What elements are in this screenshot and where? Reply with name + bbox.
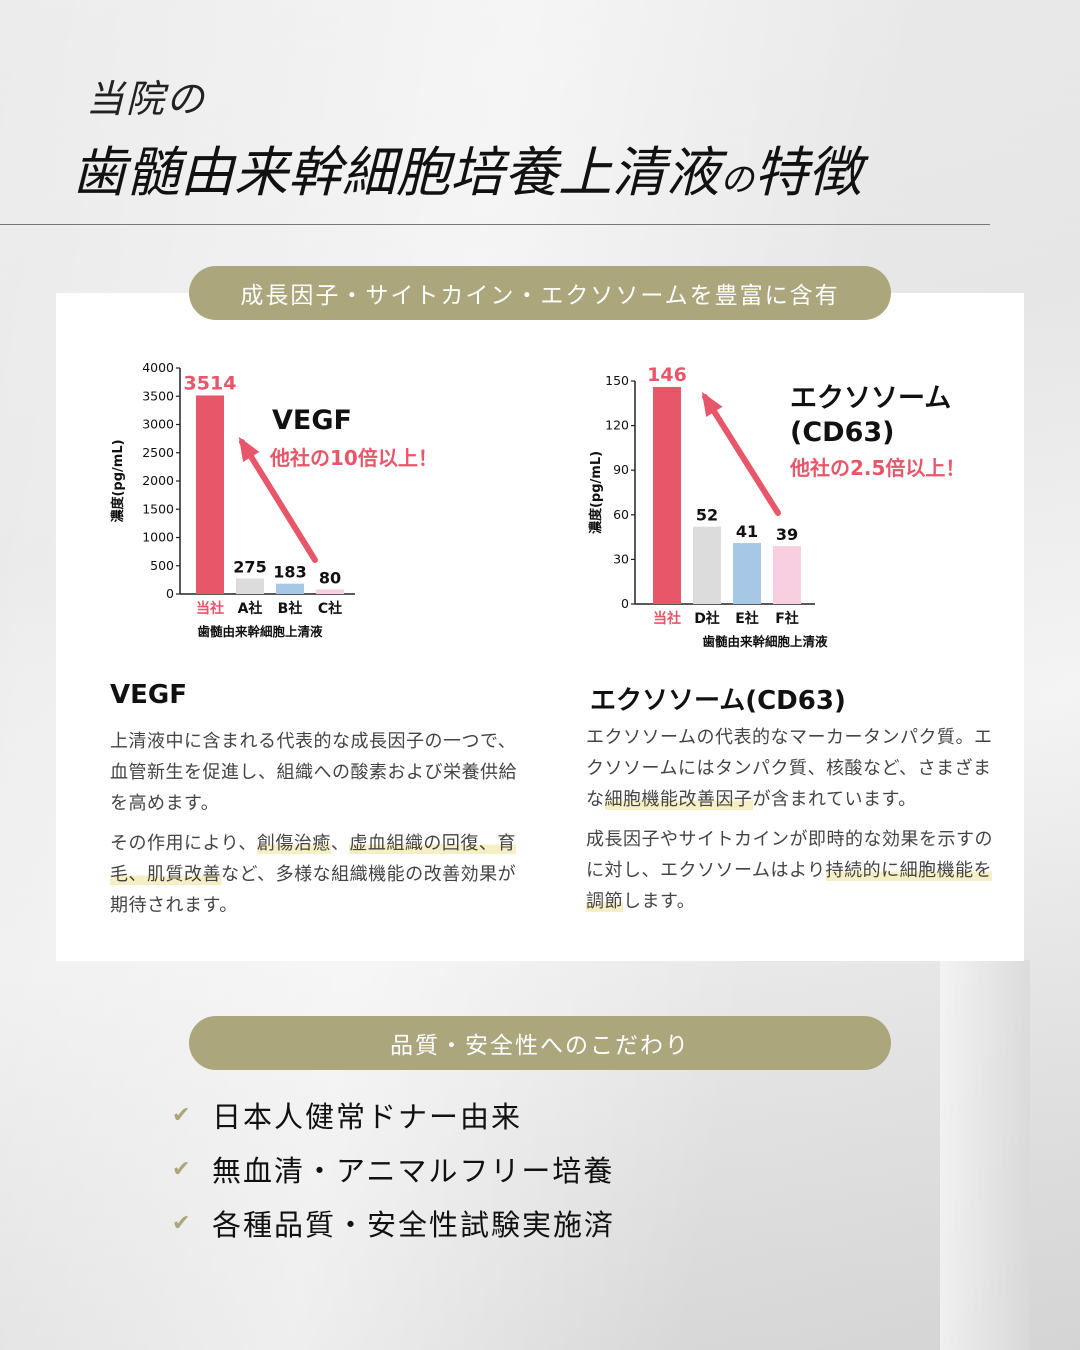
vegf-heading: VEGF — [110, 680, 187, 710]
category-label: D社 — [694, 610, 720, 627]
y-tick-label: 1500 — [142, 501, 174, 516]
bar — [196, 395, 224, 594]
check-text: 無血清・アニマルフリー培養 — [212, 1154, 615, 1188]
bar-value-label: 41 — [736, 522, 758, 541]
y-tick-label: 3000 — [142, 417, 174, 432]
exosome-callout-title: エクソソーム (CD63) — [790, 382, 951, 450]
x-axis-label: 歯髄由来幹細胞上清液 — [702, 634, 828, 649]
y-tick-label: 60 — [613, 507, 629, 522]
text-run: その作用により、 — [110, 833, 257, 854]
x-axis-label: 歯髄由来幹細胞上清液 — [197, 624, 323, 639]
y-tick-label: 30 — [613, 551, 629, 566]
text-run: 成長因子やサイトカインが即時的な効果を示すのに対し、エクソソームはより — [586, 829, 993, 881]
trend-arrow-head — [238, 436, 260, 462]
trend-arrow-head — [701, 391, 723, 417]
y-axis-label: 濃度(pg/mL) — [588, 451, 604, 534]
check-item: ✔ 無血清・アニマルフリー培養 — [172, 1142, 615, 1196]
check-text: 日本人健常ドナー由来 — [212, 1100, 523, 1134]
check-icon: ✔ — [172, 1156, 191, 1182]
y-tick-label: 1000 — [142, 530, 174, 545]
y-tick-label: 3500 — [142, 388, 174, 403]
category-label: 当社 — [653, 610, 681, 627]
title-particle: の — [720, 160, 754, 200]
title-main: 歯髄由来幹細胞培養上清液 — [72, 141, 720, 204]
text-run: が含まれています。 — [752, 789, 917, 810]
bar — [236, 578, 264, 594]
header-subtitle: 当院の — [86, 77, 207, 121]
category-label: F社 — [775, 610, 799, 627]
vegf-callout-title: VEGF — [272, 405, 352, 436]
bar — [773, 546, 801, 604]
check-icon: ✔ — [172, 1210, 191, 1236]
text-run: エクソソームの代表的なマーカータンパク質。エクソソームにはタンパク質、核酸など、… — [586, 727, 993, 810]
category-label: B社 — [278, 600, 303, 617]
highlight-text: 持続的に — [825, 860, 900, 881]
exosome-chart: 0 30 60 90 120 150 濃度(pg/mL) 146 当社 52 D社 41 E社 39 F社歯… — [588, 355, 1010, 655]
highlight-text: 細胞機能改善因子 — [604, 789, 753, 810]
bar-value-label: 275 — [233, 557, 266, 576]
check-item: ✔ 日本人健常ドナー由来 — [172, 1088, 615, 1142]
bar — [653, 386, 681, 604]
y-tick-label: 120 — [605, 418, 629, 433]
bar-value-label: 183 — [273, 563, 306, 582]
vegf-paragraph-1: 上清液中に含まれる代表的な成長因子の一つで、血管新生を促進し、組織への酸素および… — [110, 731, 517, 814]
vegf-paragraph-2: その作用により、創傷治癒、虚血組織の回復、育毛、肌質改善など、多様な組織機能の改… — [110, 828, 520, 921]
exosome-paragraph-2: 成長因子やサイトカインが即時的な効果を示すのに対し、エクソソームはより持続的に細… — [586, 824, 996, 917]
highlight-text: 虚血組織の回復 — [349, 833, 479, 854]
check-item: ✔ 各種品質・安全性試験実施済 — [172, 1196, 615, 1250]
background-shadow-bar — [940, 960, 1030, 1350]
y-tick-label: 0 — [166, 586, 174, 601]
exosome-callout-sub: 他社の2.5倍以上！ — [790, 456, 966, 480]
bar-value-label: 146 — [647, 364, 687, 386]
exosome-heading: エクソソーム(CD63) — [590, 686, 846, 716]
highlight-text: 、 — [128, 864, 147, 885]
check-icon: ✔ — [172, 1102, 191, 1128]
vegf-callout-sub: 他社の10倍以上！ — [270, 446, 438, 470]
y-tick-label: 0 — [621, 596, 629, 611]
bar — [693, 526, 721, 604]
bar-value-label: 3514 — [184, 372, 237, 394]
category-label: A社 — [238, 600, 263, 617]
y-tick-label: 4000 — [142, 360, 174, 375]
y-tick-label: 90 — [613, 462, 629, 477]
category-label: E社 — [735, 610, 759, 627]
highlight-text: 、 — [478, 833, 498, 854]
title-end: 特徴 — [754, 141, 862, 204]
y-tick-label: 2500 — [142, 445, 174, 460]
y-tick-label: 150 — [605, 373, 629, 388]
check-text: 各種品質・安全性試験実施済 — [212, 1208, 616, 1242]
bar-value-label: 39 — [776, 525, 798, 544]
y-tick-label: 2000 — [142, 473, 174, 488]
bar — [733, 543, 761, 604]
trend-arrow-shaft — [702, 394, 781, 516]
text-run: します。 — [623, 891, 696, 912]
highlight-text: 肌質改善 — [147, 864, 221, 885]
bar-value-label: 52 — [696, 506, 718, 525]
exosome-callout-line2: (CD63) — [790, 416, 895, 448]
bar — [276, 583, 304, 594]
category-label: C社 — [318, 600, 342, 617]
section-pill-quality: 品質・安全性へのこだわり — [189, 1016, 891, 1070]
highlight-text: 創傷治癒 — [256, 833, 331, 854]
text-run: など、多様な組織機能の改善効果が期待されます。 — [110, 864, 517, 916]
section-pill-growth-factors: 成長因子・サイトカイン・エクソソームを豊富に含有 — [189, 266, 891, 320]
y-axis-label: 濃度(pg/mL) — [110, 439, 126, 522]
text-run: 、 — [330, 833, 350, 854]
vegf-chart: 0 500 1000 1500 2000 2500 3000 3500 4000 濃度(pg/mL… — [110, 350, 490, 650]
page-title: 歯髄由来幹細胞培養上清液の特徴 — [72, 128, 1032, 207]
bar-value-label: 80 — [319, 568, 341, 587]
y-tick-label: 500 — [150, 558, 174, 573]
exosome-paragraph-1: エクソソームの代表的なマーカータンパク質。エクソソームにはタンパク質、核酸など、… — [586, 722, 996, 815]
header-divider — [0, 224, 990, 225]
vegf-chart-svg: 0 500 1000 1500 2000 2500 3000 3500 4000 濃度(pg/mL… — [110, 360, 355, 639]
exosome-callout-line1: エクソソーム — [790, 383, 952, 414]
quality-check-list: ✔ 日本人健常ドナー由来 ✔ 無血清・アニマルフリー培養 ✔ 各種品質・安全性試… — [172, 1088, 615, 1250]
trend-arrow-shaft — [239, 439, 318, 563]
bar — [316, 589, 344, 594]
category-label: 当社 — [196, 600, 224, 617]
exosome-chart-svg: 0 30 60 90 120 150 濃度(pg/mL) 146 当社 52 D社 41 E社 39 F社歯… — [588, 364, 828, 649]
